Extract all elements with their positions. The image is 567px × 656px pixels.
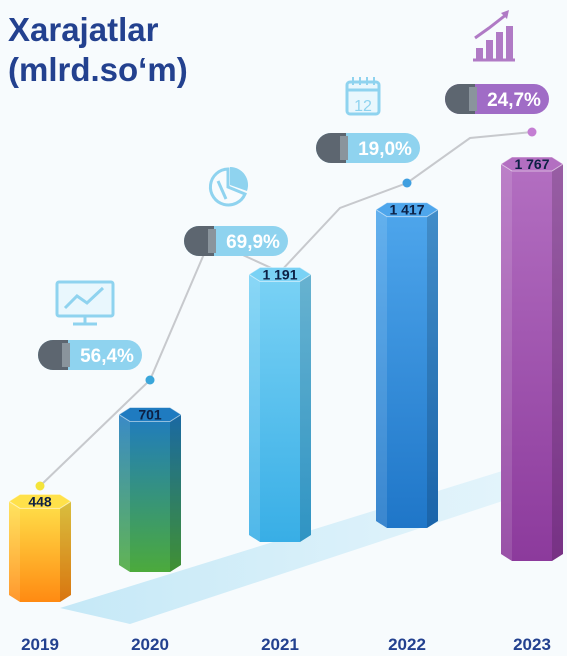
bar-body xyxy=(501,164,563,561)
bar-body xyxy=(9,501,71,602)
x-tick-label: 2021 xyxy=(261,635,299,654)
bar-body xyxy=(376,209,438,528)
growth-badge: 24,7% xyxy=(445,84,549,114)
bar-value-label: 1 191 xyxy=(262,266,297,282)
badge-cap xyxy=(316,133,346,163)
monitor-chart-icon xyxy=(55,280,115,326)
bar-2022: 1 417 xyxy=(375,202,439,528)
badge-cap xyxy=(184,226,214,256)
growth-badges: 56,4% 69,9% 19,0% 12 24,7% xyxy=(38,10,549,370)
bar-body xyxy=(249,274,311,542)
x-axis-labels: 2019 2020 2021 2022 2023 xyxy=(21,635,551,654)
x-tick-label: 2020 xyxy=(131,635,169,654)
chart-title-line2: (mlrd.so‘m) xyxy=(8,51,188,88)
bar-side-highlight xyxy=(376,209,387,528)
growth-badge: 56,4% xyxy=(38,340,142,370)
bar-value-label: 1 767 xyxy=(514,156,549,172)
bar-2019: 448 xyxy=(8,493,72,602)
trend-point xyxy=(527,127,537,137)
pie-chart-icon xyxy=(208,166,249,207)
chart-title-line1: Xarajatlar xyxy=(8,11,159,48)
growth-percent-label: 24,7% xyxy=(487,90,541,111)
x-tick-label: 2023 xyxy=(513,635,551,654)
bar-side-shade xyxy=(300,274,311,542)
calendar-icon: 12 xyxy=(345,77,381,116)
bars-group: 448 701 1 191 1 417 1 767 xyxy=(8,156,564,602)
bar-side-highlight xyxy=(119,414,130,572)
bar-value-label: 701 xyxy=(138,407,162,423)
bar-2021: 1 191 xyxy=(248,266,312,542)
bar-top-cap xyxy=(248,266,312,282)
bar-chart-growth-icon xyxy=(473,10,515,62)
calendar-day: 12 xyxy=(354,98,372,115)
growth-percent-label: 56,4% xyxy=(80,346,134,367)
bar-side-shade xyxy=(170,414,181,572)
trend-line xyxy=(39,131,533,487)
bar-top-cap xyxy=(8,493,72,509)
badge-cap-shade xyxy=(208,229,216,253)
x-tick-label: 2022 xyxy=(388,635,426,654)
chart-title: Xarajatlar (mlrd.so‘m) xyxy=(8,10,188,90)
growth-badge: 69,9% xyxy=(184,226,288,256)
bar-value-label: 1 417 xyxy=(389,202,424,218)
bar-side-highlight xyxy=(249,274,260,542)
bar-top-cap xyxy=(118,407,182,423)
badge-cap-shade xyxy=(469,87,477,111)
trend-point xyxy=(402,178,412,188)
trend-point xyxy=(145,375,155,385)
bar-body xyxy=(119,414,181,572)
bar-value-label: 448 xyxy=(28,493,52,509)
bar-side-shade xyxy=(60,501,71,602)
badge-cap-shade xyxy=(62,343,70,367)
growth-percent-label: 69,9% xyxy=(226,232,280,253)
bar-side-shade xyxy=(552,164,563,561)
bar-side-highlight xyxy=(9,501,20,602)
bar-top-cap xyxy=(500,156,564,172)
x-tick-label: 2019 xyxy=(21,635,59,654)
trend-point xyxy=(35,481,45,491)
growth-badge: 19,0% xyxy=(316,133,420,163)
bar-side-shade xyxy=(427,209,438,528)
badge-cap xyxy=(38,340,68,370)
bar-top-cap xyxy=(375,202,439,218)
bar-2023: 1 767 xyxy=(500,156,564,561)
bar-2020: 701 xyxy=(118,407,182,572)
bar-side-highlight xyxy=(501,164,512,561)
badge-cap-shade xyxy=(340,136,348,160)
growth-percent-label: 19,0% xyxy=(358,139,412,160)
badge-cap xyxy=(445,84,475,114)
